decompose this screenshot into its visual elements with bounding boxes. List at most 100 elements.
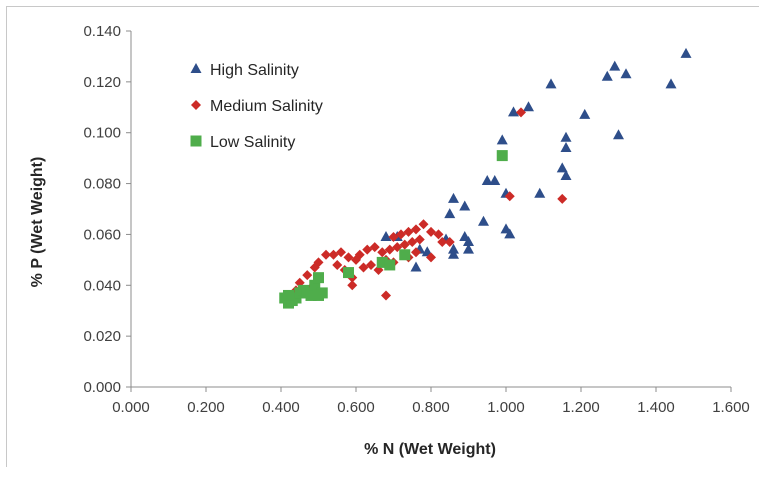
low-salinity-point xyxy=(283,289,294,301)
y-axis-title: % P (Wet Weight) xyxy=(29,157,46,288)
low-salinity-legend-label: Low Salinity xyxy=(210,134,295,151)
high-salinity-point xyxy=(680,47,692,58)
high-salinity-point xyxy=(560,131,572,142)
medium-salinity-point xyxy=(557,193,568,204)
high-salinity-point xyxy=(534,187,546,198)
high-salinity-point xyxy=(459,200,471,211)
x-tick-label: 1.400 xyxy=(637,399,675,416)
low-salinity-point xyxy=(305,289,317,301)
medium-salinity-point xyxy=(426,252,436,263)
medium-salinity-point xyxy=(369,242,380,253)
medium-salinity-point xyxy=(343,252,354,263)
high-salinity-legend-marker xyxy=(190,63,202,73)
low-salinity-point xyxy=(313,272,324,284)
high-salinity-point xyxy=(609,60,621,71)
high-salinity-point xyxy=(489,175,501,186)
low-salinity-point xyxy=(343,267,354,279)
high-salinity-point xyxy=(556,162,568,173)
medium-salinity-point xyxy=(437,237,448,248)
high-salinity-point xyxy=(579,108,591,119)
medium-salinity-point xyxy=(418,219,429,230)
low-salinity-point xyxy=(309,279,321,291)
x-tick-label: 0.200 xyxy=(187,399,225,416)
medium-salinity-point xyxy=(444,237,455,248)
medium-salinity-point xyxy=(384,244,395,255)
medium-salinity-point xyxy=(309,262,320,273)
legend: High Salinity Medium Salinity Low Salinity xyxy=(190,62,323,151)
medium-salinity-point xyxy=(358,262,369,273)
y-tick-label: 0.080 xyxy=(83,176,121,193)
medium-salinity-point xyxy=(332,259,343,270)
y-tick-label: 0.140 xyxy=(83,23,121,40)
low-salinity-point xyxy=(313,289,324,301)
chart-frame xyxy=(6,6,759,467)
high-salinity-point xyxy=(665,78,677,89)
medium-salinity-point xyxy=(388,231,399,242)
low-salinity-legend-marker xyxy=(190,135,202,147)
medium-salinity-point xyxy=(396,229,406,240)
low-salinity-point xyxy=(399,249,411,261)
high-salinity-point xyxy=(545,78,557,89)
medium-salinity-point xyxy=(516,107,526,118)
y-tick-label: 0.100 xyxy=(83,125,121,142)
high-salinity-point xyxy=(410,261,422,272)
high-salinity-point xyxy=(463,243,474,254)
x-tick-label: 1.200 xyxy=(562,399,600,416)
medium-salinity-point xyxy=(336,247,346,258)
medium-salinity-point xyxy=(414,234,425,245)
medium-salinity-point xyxy=(399,239,410,250)
high-salinity-point xyxy=(444,208,456,219)
x-tick-label: 0.600 xyxy=(337,399,375,416)
medium-salinity-point xyxy=(426,226,436,237)
y-tick-label: 0.000 xyxy=(83,379,121,396)
x-tick-label: 0.800 xyxy=(412,399,450,416)
medium-salinity-point xyxy=(411,224,421,235)
high-salinity-point xyxy=(380,230,392,241)
low-salinity-point xyxy=(496,150,508,162)
medium-salinity-point xyxy=(377,247,388,258)
high-salinity-point xyxy=(560,169,572,180)
x-tick-label: 0.400 xyxy=(262,399,300,416)
y-tick-label: 0.120 xyxy=(83,74,121,91)
medium-salinity-point xyxy=(321,249,331,260)
medium-salinity-point xyxy=(328,249,339,260)
high-salinity-point xyxy=(478,215,489,226)
medium-salinity-legend-marker xyxy=(191,100,201,110)
medium-salinity-legend-label: Medium Salinity xyxy=(210,98,323,115)
low-salinity-point xyxy=(384,259,396,271)
x-tick-label: 1.000 xyxy=(487,399,525,416)
low-salinity-point xyxy=(376,256,388,268)
medium-salinity-point xyxy=(433,229,444,240)
medium-salinity-point xyxy=(403,226,414,237)
high-salinity-point xyxy=(560,141,572,152)
x-axis-title: % N (Wet Weight) xyxy=(364,441,496,458)
high-salinity-point xyxy=(463,236,474,247)
medium-salinity-point xyxy=(381,290,391,301)
high-salinity-point xyxy=(613,129,624,140)
high-salinity-point xyxy=(508,106,519,117)
high-salinity-point xyxy=(448,248,459,259)
high-salinity-point xyxy=(523,101,534,112)
high-salinity-point xyxy=(620,68,632,79)
y-tick-label: 0.060 xyxy=(83,226,121,243)
medium-salinity-point xyxy=(504,191,515,202)
high-salinity-point xyxy=(481,175,493,186)
y-tick-label: 0.020 xyxy=(83,328,121,345)
axes: 0.000 0.020 0.040 0.060 0.080 0.100 0.120 0.140… xyxy=(83,23,749,416)
medium-salinity-point xyxy=(366,259,376,270)
medium-salinity-point xyxy=(407,237,418,248)
high-salinity-point xyxy=(601,70,613,81)
medium-salinity-point xyxy=(347,280,358,291)
x-tick-label: 1.600 xyxy=(712,399,750,416)
medium-salinity-point xyxy=(411,247,421,258)
medium-salinity-point xyxy=(302,270,313,281)
high-salinity-point xyxy=(448,243,459,254)
medium-salinity-point xyxy=(362,244,373,255)
y-tick-label: 0.040 xyxy=(83,277,121,294)
high-salinity-point xyxy=(504,228,516,239)
medium-salinity-point xyxy=(351,254,361,265)
high-salinity-legend-label: High Salinity xyxy=(210,62,299,79)
high-salinity-point xyxy=(496,134,508,145)
high-salinity-point xyxy=(448,192,459,203)
